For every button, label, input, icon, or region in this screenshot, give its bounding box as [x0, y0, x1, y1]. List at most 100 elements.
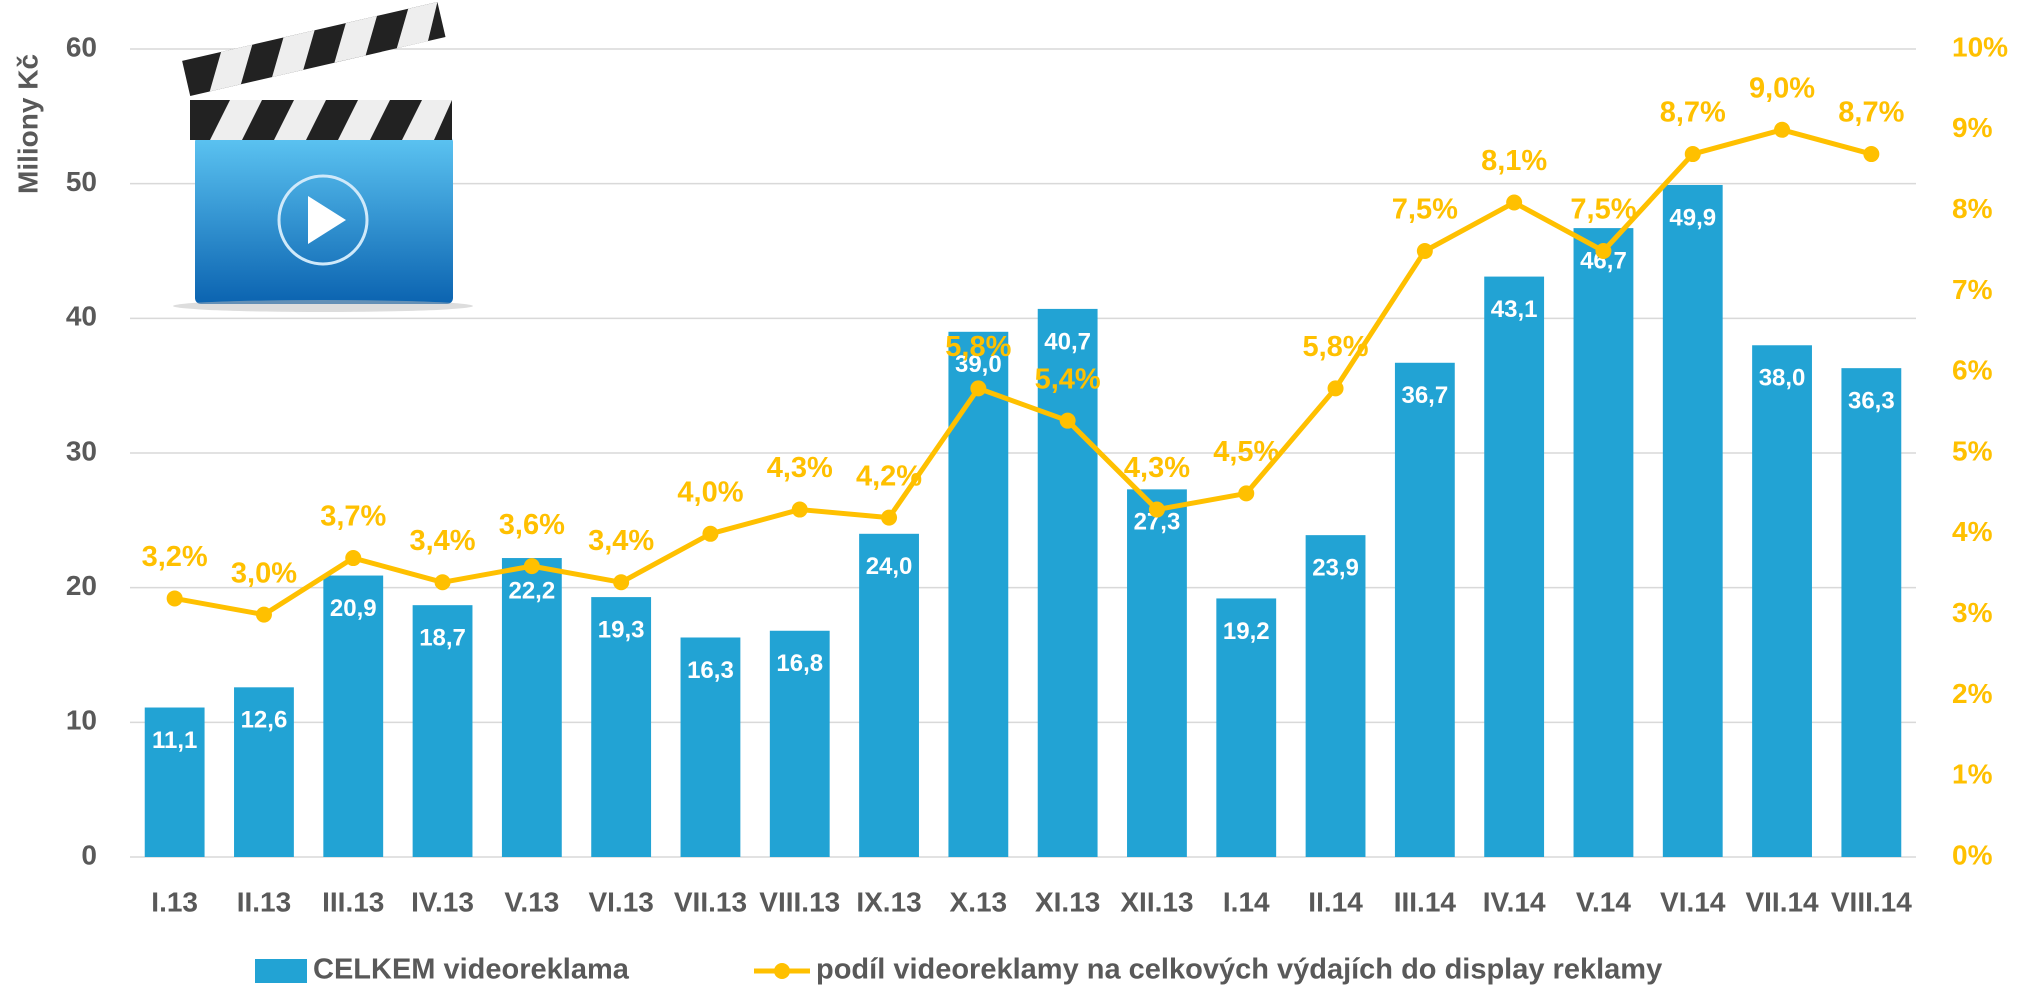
line-value-label: 4,2%	[856, 460, 922, 492]
x-tick-label: X.13	[950, 886, 1008, 917]
y2-tick-label: 5%	[1952, 435, 1993, 466]
line-value-label: 4,3%	[1124, 452, 1190, 484]
x-tick-label: III.14	[1394, 886, 1457, 917]
x-tick-label: VIII.14	[1831, 886, 1912, 917]
bar-value-label: 40,7	[1044, 328, 1091, 355]
line-point	[791, 501, 808, 518]
line-value-label: 3,4%	[409, 525, 475, 557]
bar-value-label: 18,7	[419, 625, 466, 652]
x-tick-label: VI.14	[1660, 886, 1726, 917]
bar-value-label: 16,3	[687, 657, 734, 684]
y-tick-label: 0	[81, 839, 97, 870]
bar	[1305, 535, 1366, 857]
legend-swatch	[255, 959, 307, 983]
line-value-label: 4,5%	[1213, 436, 1279, 468]
bar	[412, 605, 473, 857]
y-tick-label: 40	[66, 301, 97, 332]
bar-value-label: 23,9	[1312, 554, 1359, 581]
line-value-label: 3,7%	[320, 501, 386, 533]
line-point	[255, 606, 272, 623]
y-tick-label: 10	[66, 705, 97, 736]
line-value-label: 8,7%	[1838, 97, 1904, 129]
x-tick-label: VIII.13	[759, 886, 840, 917]
y2-tick-label: 2%	[1952, 678, 1993, 709]
bar	[234, 687, 294, 857]
line-value-label: 7,5%	[1392, 194, 1458, 226]
bar	[1573, 228, 1634, 857]
line-point	[1863, 146, 1880, 163]
y2-tick-label: 1%	[1952, 759, 1993, 790]
y2-tick-label: 8%	[1952, 193, 1993, 224]
line-value-label: 4,3%	[767, 452, 833, 484]
y-tick-label: 50	[66, 166, 97, 197]
x-tick-label: XI.13	[1035, 886, 1100, 917]
line	[174, 127, 1873, 618]
x-tick-label: II.14	[1308, 886, 1363, 917]
bar-value-label: 12,6	[241, 707, 288, 734]
legend-label: CELKEM videoreklama	[313, 954, 630, 986]
x-tick-label: I.13	[151, 886, 198, 917]
bar	[591, 597, 652, 857]
bar	[1037, 308, 1098, 857]
line-point	[702, 525, 719, 542]
bar-value-label: 49,9	[1669, 204, 1716, 231]
line-value-label: 5,4%	[1035, 363, 1101, 395]
line-point	[1148, 501, 1165, 518]
bar-value-label: 39,0	[955, 351, 1002, 378]
bar	[1841, 368, 1902, 857]
bar	[1127, 489, 1187, 857]
bar	[1662, 185, 1723, 858]
line-point	[434, 574, 451, 591]
bar	[948, 331, 1009, 857]
y2-tick-label: 0%	[1952, 839, 1993, 870]
y2-tick-label: 3%	[1952, 597, 1993, 628]
bar-value-label: 43,1	[1491, 296, 1538, 323]
bar-value-label: 19,2	[1223, 618, 1270, 645]
x-tick-label: V.14	[1576, 886, 1631, 917]
y2-tick-label: 6%	[1952, 355, 1993, 386]
x-tick-label: II.13	[237, 886, 291, 917]
bar	[769, 630, 830, 857]
x-tick-label: IV.14	[1483, 886, 1546, 917]
line-point	[1416, 243, 1433, 259]
x-tick-label: VI.13	[588, 886, 653, 917]
bar	[501, 558, 562, 857]
line-value-label: 3,4%	[588, 525, 654, 557]
line-value-label: 5,8%	[945, 331, 1011, 363]
x-tick-label: I.14	[1223, 886, 1270, 917]
bar	[1752, 345, 1812, 857]
bar-value-label: 24,0	[866, 553, 913, 580]
line-value-label: 8,7%	[1660, 97, 1726, 129]
line-value-label: 9,0%	[1749, 72, 1815, 104]
x-tick-label: IX.13	[856, 886, 921, 917]
bar	[1394, 362, 1455, 857]
line-point	[1774, 121, 1791, 138]
line-point	[1595, 243, 1612, 259]
y2-tick-label: 10%	[1952, 31, 2008, 62]
line-point	[166, 590, 183, 607]
bar-value-label: 11,1	[152, 727, 197, 754]
line-value-label: 3,0%	[231, 557, 297, 589]
bar-value-label: 22,2	[508, 577, 555, 604]
clapperboard-icon	[173, 1, 473, 312]
bar-value-label: 36,3	[1848, 388, 1895, 415]
line-point	[970, 380, 987, 397]
bar-value-label: 20,9	[330, 595, 377, 622]
line-point	[1684, 146, 1701, 163]
y2-tick-label: 9%	[1952, 112, 1993, 143]
line-value-label: 8,1%	[1481, 145, 1547, 177]
bar-value-label: 38,0	[1759, 365, 1806, 392]
bar	[680, 637, 741, 857]
line-value-label: 5,8%	[1302, 331, 1368, 363]
bar-value-label: 16,8	[776, 650, 823, 677]
line-point	[613, 574, 630, 591]
line-point	[345, 550, 362, 567]
bar-value-label: 36,7	[1401, 382, 1448, 409]
x-tick-label: VII.13	[674, 886, 747, 917]
x-tick-label: V.13	[504, 886, 559, 917]
legend-swatch	[774, 963, 790, 979]
x-tick-label: IV.13	[411, 886, 474, 917]
line-value-label: 4,0%	[677, 476, 743, 508]
bar	[144, 707, 205, 857]
